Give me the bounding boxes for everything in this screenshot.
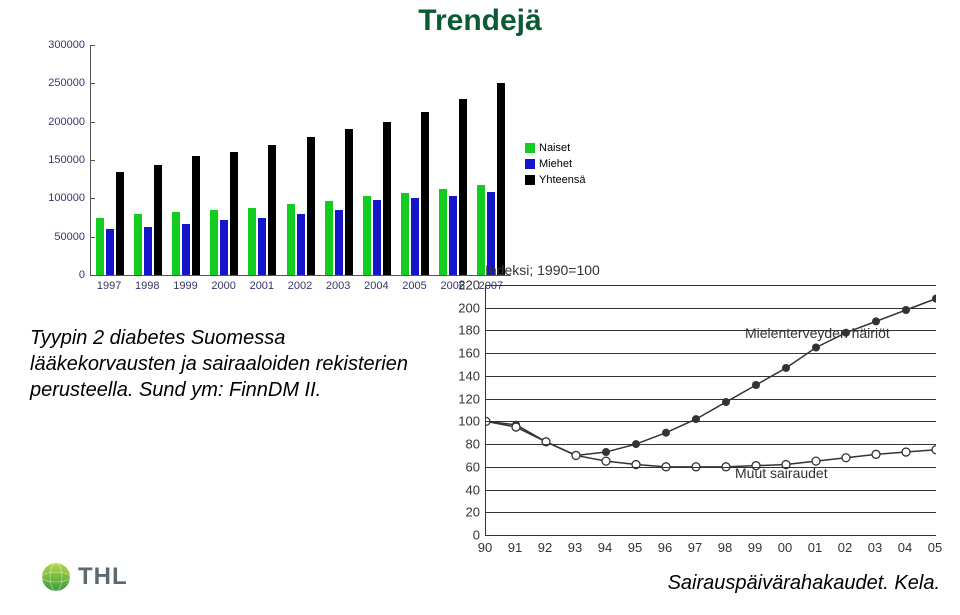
line-xtick-label: 98 — [718, 540, 732, 555]
bar — [373, 200, 381, 275]
bar-xtick-label: 2000 — [211, 280, 235, 292]
line-ytick-label: 60 — [440, 459, 480, 474]
line-xtick-label: 95 — [628, 540, 642, 555]
line-xtick-label: 99 — [748, 540, 762, 555]
legend-swatch — [525, 159, 535, 169]
bar-plot-area — [90, 45, 511, 276]
bar — [345, 129, 353, 275]
series-label: Mielenterveyden häiriöt — [745, 325, 890, 341]
globe-icon — [40, 561, 72, 593]
bar-xtick-label: 1999 — [173, 280, 197, 292]
bar — [497, 83, 505, 275]
line-xtick-label: 05 — [928, 540, 942, 555]
line-xtick-label: 00 — [778, 540, 792, 555]
bar — [96, 218, 104, 276]
legend-label: Yhteensä — [539, 172, 585, 188]
bar — [268, 145, 276, 275]
line-xtick-label: 96 — [658, 540, 672, 555]
line-xtick-label: 93 — [568, 540, 582, 555]
bar-xtick-label: 2003 — [326, 280, 350, 292]
line-ytick-label: 100 — [440, 414, 480, 429]
bar-ytick-label: 50000 — [30, 231, 85, 243]
bar — [220, 220, 228, 275]
legend-label: Naiset — [539, 140, 570, 156]
line-chart-svg — [486, 285, 936, 535]
bar-ytick-label: 200000 — [30, 116, 85, 128]
logo-text: THL — [78, 563, 128, 591]
bar-ytick-label: 150000 — [30, 154, 85, 166]
bar-xtick-label: 2004 — [364, 280, 388, 292]
line-xtick-label: 02 — [838, 540, 852, 555]
bar — [106, 229, 114, 275]
line-plot-area — [485, 285, 936, 536]
bar-chart-legend: NaisetMiehetYhteensä — [525, 140, 590, 188]
line-chart: Indeksi; 1990=100 0204060801001201401601… — [440, 260, 950, 570]
bar — [154, 165, 162, 275]
series-label: Muut sairaudet — [735, 465, 828, 481]
page-title: Trendejä — [0, 4, 960, 38]
legend-row: Naiset — [525, 140, 590, 156]
line-xtick-label: 91 — [508, 540, 522, 555]
line-xtick-label: 01 — [808, 540, 822, 555]
bar — [134, 214, 142, 275]
line-ytick-label: 0 — [440, 528, 480, 543]
bar — [192, 156, 200, 275]
bar — [363, 196, 371, 275]
bar-chart-caption: Tyypin 2 diabetes Suomessa lääkekorvaust… — [30, 325, 430, 403]
bar — [335, 210, 343, 275]
line-ytick-label: 220 — [440, 278, 480, 293]
bar-xtick-label: 1998 — [135, 280, 159, 292]
line-ytick-label: 140 — [440, 368, 480, 383]
line-xtick-label: 90 — [478, 540, 492, 555]
bar-xtick-label: 2005 — [402, 280, 426, 292]
bar — [383, 122, 391, 275]
line-ytick-label: 160 — [440, 346, 480, 361]
line-xtick-label: 04 — [898, 540, 912, 555]
bar — [172, 212, 180, 275]
bar — [459, 99, 467, 275]
bar — [248, 208, 256, 275]
bar-xtick-label: 2002 — [288, 280, 312, 292]
bar — [258, 218, 266, 275]
bar-ytick-label: 0 — [30, 269, 85, 281]
thl-logo: THL — [40, 561, 128, 593]
line-xtick-label: 92 — [538, 540, 552, 555]
legend-swatch — [525, 143, 535, 153]
caption-line-1: Tyypin 2 diabetes Suomessa — [30, 327, 285, 349]
bar — [297, 214, 305, 275]
bar-xtick-label: 2001 — [250, 280, 274, 292]
legend-row: Yhteensä — [525, 172, 590, 188]
legend-swatch — [525, 175, 535, 185]
bar — [287, 204, 295, 275]
line-xtick-label: 94 — [598, 540, 612, 555]
line-xtick-label: 03 — [868, 540, 882, 555]
bar — [230, 152, 238, 275]
bar — [421, 112, 429, 275]
bar-ytick-label: 250000 — [30, 77, 85, 89]
caption-line-3: perusteella. Sund ym: FinnDM II. — [30, 379, 321, 401]
line-xtick-label: 97 — [688, 540, 702, 555]
line-chart-caption: Sairauspäivärahakaudet. Kela. — [668, 572, 940, 595]
bar — [144, 227, 152, 275]
bar-xtick-label: 1997 — [97, 280, 121, 292]
bar — [116, 172, 124, 276]
line-ytick-label: 200 — [440, 300, 480, 315]
bar — [401, 193, 409, 275]
line-ytick-label: 180 — [440, 323, 480, 338]
line-chart-index-label: Indeksi; 1990=100 — [485, 262, 600, 278]
line-ytick-label: 80 — [440, 437, 480, 452]
legend-row: Miehet — [525, 156, 590, 172]
bar — [325, 201, 333, 275]
line-ytick-label: 120 — [440, 391, 480, 406]
bar — [182, 224, 190, 275]
caption-line-2: lääkekorvausten ja sairaaloiden rekister… — [30, 353, 408, 375]
legend-label: Miehet — [539, 156, 572, 172]
bar — [210, 210, 218, 275]
line-ytick-label: 20 — [440, 505, 480, 520]
line-ytick-label: 40 — [440, 482, 480, 497]
bar-ytick-label: 300000 — [30, 39, 85, 51]
bar — [411, 198, 419, 275]
bar — [307, 137, 315, 275]
bar-ytick-label: 100000 — [30, 192, 85, 204]
